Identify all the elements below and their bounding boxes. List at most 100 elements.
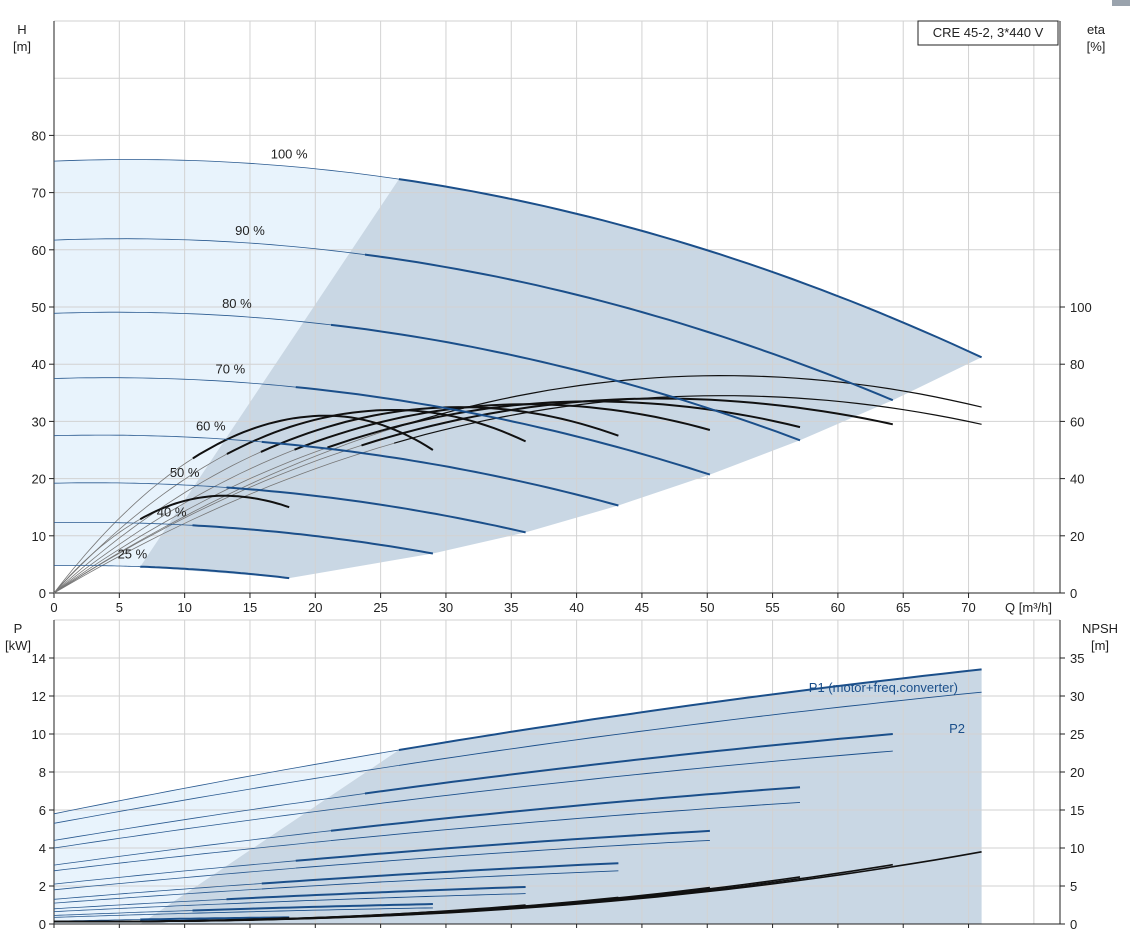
p-axis-unit: [kW]	[5, 638, 31, 653]
corner-decoration	[1112, 0, 1130, 6]
bottom-tick-label-left: 8	[39, 765, 46, 780]
bottom-tick-label-right: 20	[1070, 765, 1084, 780]
p1-curve	[192, 903, 433, 912]
bottom-tick-label-right: 0	[1070, 917, 1077, 932]
top-tick-label-x: 70	[961, 600, 975, 615]
top-tick-label-x: 25	[373, 600, 387, 615]
h-axis-label: H	[17, 22, 26, 37]
power-operating-region	[140, 669, 982, 924]
head-curve	[330, 323, 801, 442]
bottom-tick-label-left: 12	[32, 689, 46, 704]
p2-curve-thin	[53, 912, 193, 918]
npsh-curve	[54, 917, 290, 923]
p1-curve-thin	[53, 830, 332, 866]
head-curve-thin	[53, 159, 399, 180]
efficiency-curve	[192, 414, 434, 460]
efficiency-curve	[361, 397, 894, 447]
speed-label: 70 %	[216, 362, 246, 377]
bottom-tick-label-left: 4	[39, 841, 46, 856]
p2-curve	[226, 893, 526, 905]
bottom-tick-label-right: 15	[1070, 803, 1084, 818]
p1-curve-thin	[53, 749, 399, 815]
top-tick-label-x: 0	[50, 600, 57, 615]
p2-series-label: P2	[949, 721, 965, 736]
top-tick-label-x: 30	[439, 600, 453, 615]
npsh-axis-unit: [m]	[1091, 638, 1109, 653]
top-tick-label-left: 70	[32, 186, 46, 201]
efficiency-curve	[327, 400, 801, 449]
efficiency-curve-thin	[53, 445, 362, 594]
top-tick-label-x: 40	[569, 600, 583, 615]
power-low-flow-region	[54, 750, 399, 924]
eta-axis-unit: [%]	[1087, 39, 1106, 54]
efficiency-curve-thin	[53, 518, 141, 594]
head-curve-thin	[54, 565, 141, 568]
bottom-tick-label-right: 10	[1070, 841, 1084, 856]
p2-curve-thin	[53, 804, 365, 849]
speed-label: 100 %	[271, 146, 308, 161]
p2-curve-thin	[53, 888, 262, 904]
p2-curve	[261, 870, 619, 890]
model-label-frame	[917, 20, 1059, 46]
top-tick-label-x: 45	[635, 600, 649, 615]
head-efficiency-panel: 0 10 20 30 40 50 60 70 80 0 20 40 60 80 100 0 5 10 15 20 25 3…	[13, 20, 1106, 615]
top-tick-label-x: 10	[177, 600, 191, 615]
top-tick-label-left: 80	[32, 128, 46, 143]
top-tick-label-x: 35	[504, 600, 518, 615]
efficiency-curve-thin	[53, 453, 228, 594]
bottom-tick-label-left: 0	[39, 917, 46, 932]
low-flow-region	[54, 159, 399, 567]
head-curve	[261, 440, 619, 507]
top-tick-label-right: 40	[1070, 472, 1084, 487]
speed-label: 25 %	[118, 546, 148, 561]
head-curve	[192, 524, 434, 555]
p2-curve	[192, 907, 433, 914]
h-axis-unit: [m]	[13, 39, 31, 54]
head-curve	[295, 386, 711, 476]
top-tick-label-left: 20	[32, 472, 46, 487]
efficiency-curve	[393, 395, 982, 444]
p1-curve	[261, 862, 619, 885]
top-tick-label-left: 50	[32, 300, 46, 315]
power-npsh-panel: 0 2 4 6 8 10 12 14 0 5 10 15 20 25 30 35 P [kW] NPSH [m] P1 …	[5, 619, 1118, 932]
model-label: CRE 45-2, 3*440 V	[933, 25, 1044, 40]
p2-curve	[330, 801, 801, 842]
p2-curve-thin	[53, 867, 296, 891]
top-tick-label-left: 30	[32, 414, 46, 429]
speed-label: 80 %	[222, 296, 252, 311]
top-tick-label-x: 60	[831, 600, 845, 615]
efficiency-curve	[139, 494, 290, 521]
speed-label: 90 %	[235, 223, 265, 238]
bottom-tick-label-left: 14	[32, 651, 46, 666]
p2-curve-thin	[53, 903, 227, 912]
top-tick-label-right: 100	[1070, 300, 1092, 315]
efficiency-curve	[226, 409, 527, 455]
speed-label: 40 %	[157, 504, 187, 519]
p1-curve	[226, 886, 526, 901]
speed-label: 50 %	[170, 465, 200, 480]
top-tick-label-left: 60	[32, 243, 46, 258]
bottom-tick-label-left: 6	[39, 803, 46, 818]
head-curve	[398, 178, 983, 359]
x-axis-label: Q [m³/h]	[1005, 600, 1052, 615]
head-curve-thin	[53, 377, 296, 388]
p1-curve	[398, 668, 982, 751]
top-tick-label-left: 10	[32, 529, 46, 544]
top-tick-label-right: 80	[1070, 357, 1084, 372]
top-tick-label-right: 60	[1070, 414, 1084, 429]
p2-curve	[364, 750, 893, 806]
bottom-tick-label-right: 25	[1070, 727, 1084, 742]
head-curve-thin	[54, 522, 193, 526]
efficiency-curve-thin	[53, 449, 295, 594]
top-tick-label-x: 5	[116, 600, 123, 615]
head-curve	[364, 253, 894, 402]
p1-curve	[295, 829, 710, 862]
p-axis-label: P	[14, 621, 23, 636]
model-label-box: CRE 45-2, 3*440 V	[917, 20, 1059, 46]
p2-curve	[295, 839, 710, 869]
efficiency-curve-thin	[53, 458, 194, 594]
p1-curve	[140, 916, 290, 921]
npsh-axis-label: NPSH	[1082, 621, 1118, 636]
p2-curve-thin	[53, 840, 332, 872]
